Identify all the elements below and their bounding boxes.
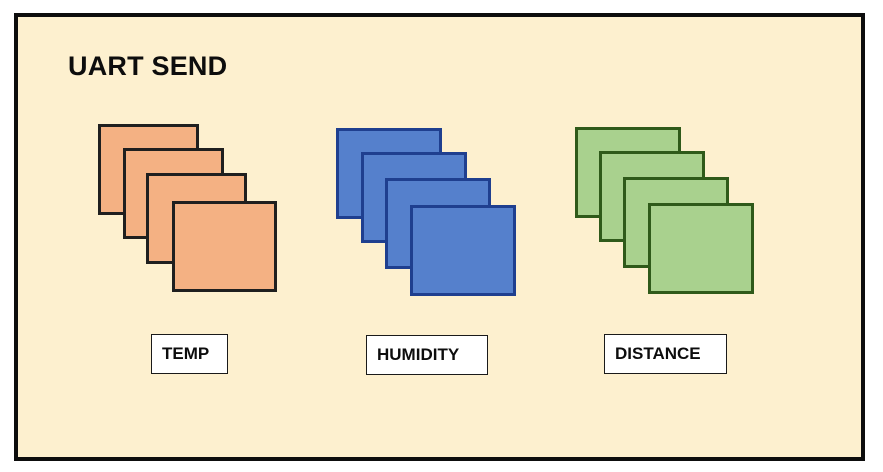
distance-label: DISTANCE [604, 334, 727, 374]
diagram-frame: UART SEND TEMP HUMIDITY DISTANCE [14, 13, 865, 461]
temp-label: TEMP [151, 334, 228, 374]
humidity-label: HUMIDITY [366, 335, 488, 375]
humidity-packet-4 [410, 205, 516, 296]
distance-packet-4 [648, 203, 754, 294]
temp-packet-4 [172, 201, 277, 292]
diagram-title: UART SEND [68, 51, 228, 81]
